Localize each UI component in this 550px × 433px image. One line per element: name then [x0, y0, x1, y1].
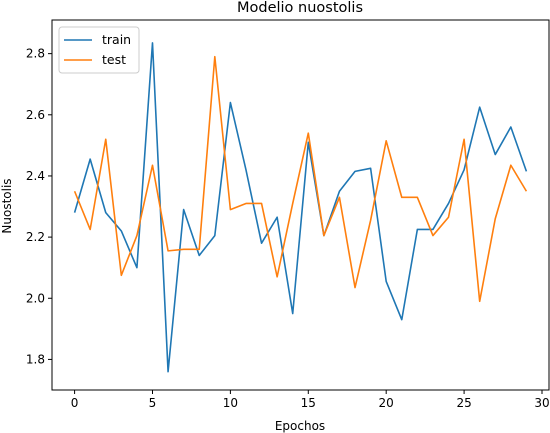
- legend-box: [58, 26, 140, 74]
- y-tick-label: 2.8: [26, 47, 45, 61]
- x-tick-label: 5: [149, 396, 157, 410]
- chart-title: Modelio nuostolis: [237, 0, 363, 16]
- y-axis-title: Nuostolis: [0, 178, 14, 233]
- y-tick-label: 2.0: [26, 291, 45, 305]
- y-tick-label: 1.8: [26, 352, 45, 366]
- x-tick-label: 10: [223, 396, 238, 410]
- x-tick-label: 15: [301, 396, 316, 410]
- x-tick-label: 0: [71, 396, 79, 410]
- legend: train test: [58, 26, 140, 74]
- axes: 0 5 10 15 20 25 30 1.8 2.0 2.2 2.4 2.6 2.8: [26, 19, 550, 410]
- x-tick-label: 30: [534, 396, 549, 410]
- y-tick-label: 2.2: [26, 230, 45, 244]
- x-tick-label: 25: [456, 396, 471, 410]
- x-axis-title: Epochos: [275, 419, 325, 433]
- legend-label-test: test: [102, 52, 126, 67]
- series-line-train: [73, 42, 528, 373]
- legend-label-train: train: [102, 32, 131, 47]
- y-tick-label: 2.6: [26, 108, 45, 122]
- x-tick-label: 20: [379, 396, 394, 410]
- y-tick-label: 2.4: [26, 169, 45, 183]
- plot-frame: [51, 19, 550, 391]
- series-line-test: [73, 55, 528, 303]
- plot-area: [73, 42, 528, 373]
